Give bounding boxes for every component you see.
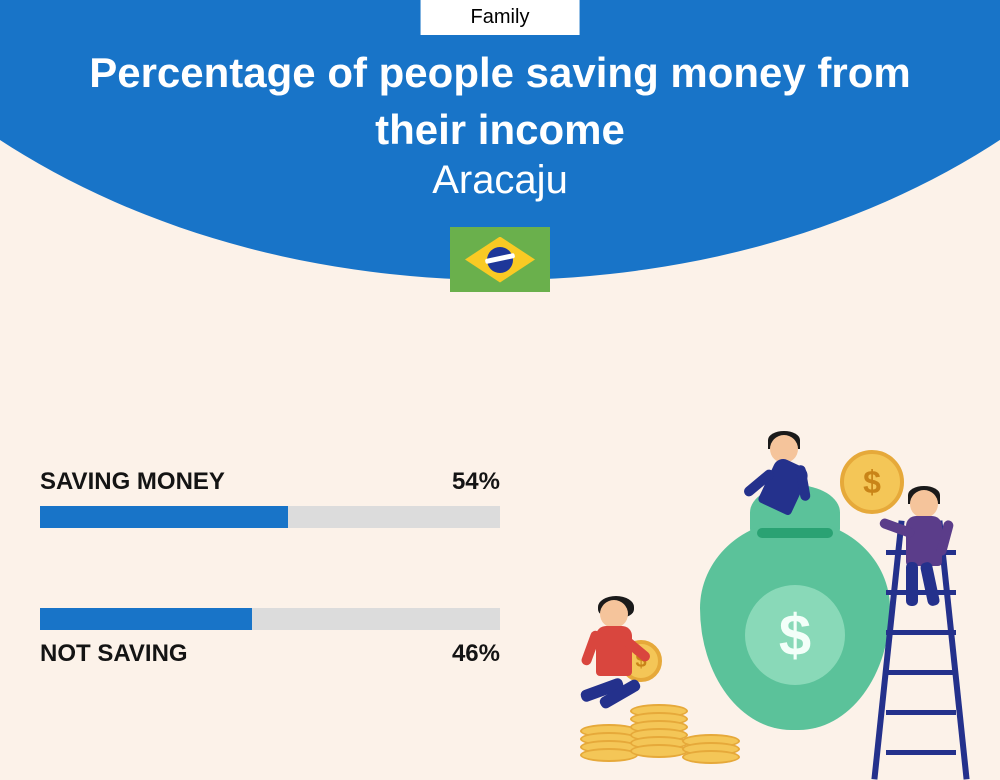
bar-label: NOT SAVING [40, 640, 188, 668]
bar-row-saving: SAVING MONEY 54% [40, 468, 500, 528]
savings-illustration: $ $ $ [560, 440, 980, 776]
person-icon [890, 490, 960, 620]
bar-value: 46% [452, 640, 500, 668]
bar-chart: SAVING MONEY 54% NOT SAVING 46% [40, 468, 500, 748]
page-subtitle: Aracaju [0, 158, 1000, 203]
bar-fill [40, 506, 288, 528]
dollar-icon: $ [745, 585, 845, 685]
brazil-flag-icon [450, 227, 550, 292]
person-icon [580, 600, 650, 730]
category-tag: Family [421, 0, 580, 35]
bar-value: 54% [452, 468, 500, 496]
coin-stack-icon [682, 740, 740, 764]
page-title: Percentage of people saving money from t… [0, 45, 1000, 158]
bar-label: SAVING MONEY [40, 468, 225, 496]
bar-row-not-saving: NOT SAVING 46% [40, 608, 500, 668]
bar-track [40, 608, 500, 630]
bar-track [40, 506, 500, 528]
person-icon [750, 435, 820, 565]
bar-fill [40, 608, 252, 630]
